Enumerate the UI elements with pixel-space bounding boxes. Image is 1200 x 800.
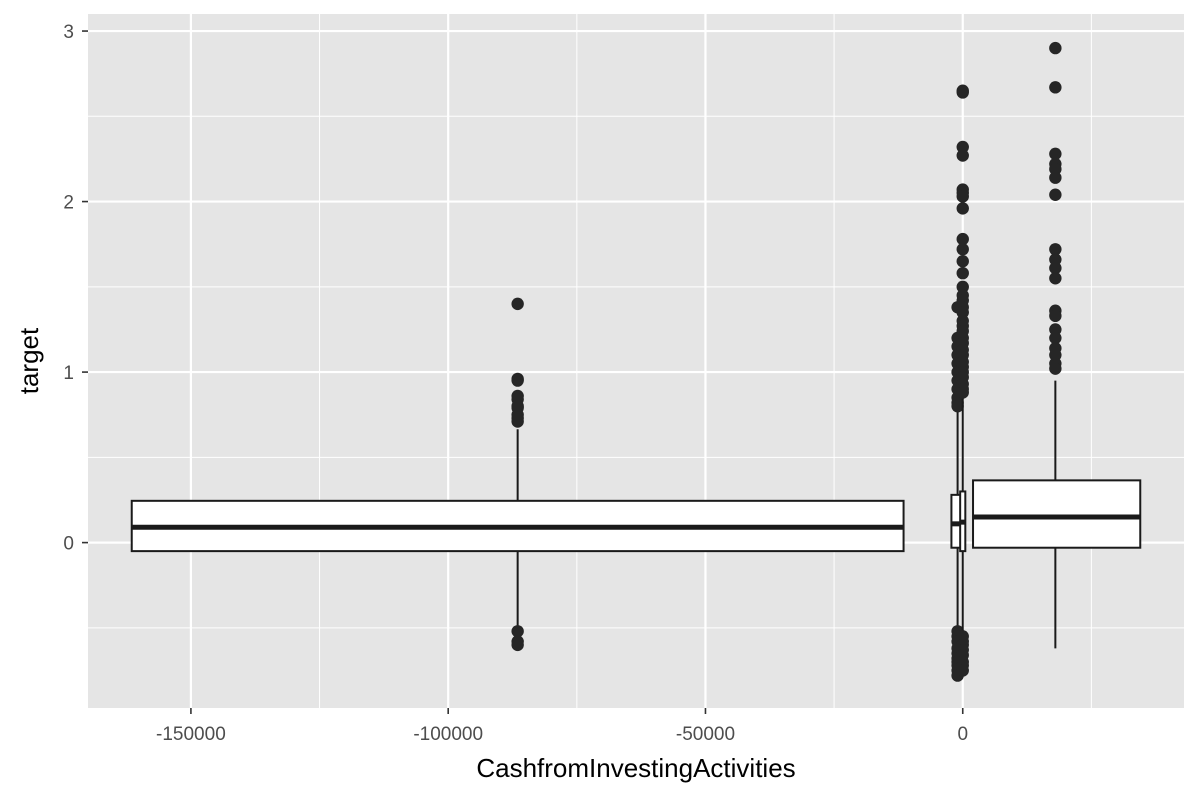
grid-minor <box>88 14 1184 708</box>
axis-ticks <box>82 30 964 714</box>
outlier-point <box>511 638 524 652</box>
outlier-point <box>1049 162 1062 176</box>
box-group <box>956 84 969 677</box>
box-group <box>130 297 905 652</box>
outlier-point <box>956 306 969 319</box>
outlier-point <box>1049 147 1062 161</box>
outlier-point <box>956 232 969 246</box>
outlier-point <box>511 374 524 387</box>
outlier-point <box>1049 41 1062 55</box>
outlier-point <box>956 664 969 677</box>
outlier-point <box>956 266 969 280</box>
outlier-point <box>1049 323 1062 336</box>
outlier-point <box>956 280 969 294</box>
outlier-point <box>1049 362 1062 375</box>
plot-panel <box>88 14 1184 708</box>
outlier-point <box>511 297 524 311</box>
boxes <box>130 41 1142 682</box>
outlier-point <box>1049 253 1062 266</box>
outlier-point <box>1049 309 1062 323</box>
y-tick-label: 0 <box>63 534 74 555</box>
x-tick-label: 0 <box>957 724 968 745</box>
outlier-point <box>956 190 969 203</box>
outlier-point <box>956 243 969 256</box>
y-tick-label: 3 <box>63 22 74 43</box>
outlier-point <box>511 625 524 638</box>
x-tick-label: -50000 <box>676 724 735 745</box>
outlier-point <box>1049 348 1062 362</box>
x-axis-title: CashfromInvestingActivities <box>476 753 795 783</box>
y-tick-label: 2 <box>63 193 74 214</box>
x-tick-label: -150000 <box>156 724 226 745</box>
x-tick-labels: -150000 -100000 -50000 0 <box>156 724 968 745</box>
outlier-point <box>956 86 969 99</box>
outlier-point <box>1049 272 1062 285</box>
outlier-point <box>1049 331 1062 345</box>
outlier-point <box>956 140 969 154</box>
outlier-point <box>951 399 964 413</box>
y-tick-labels: 0 1 2 3 <box>63 22 74 555</box>
outlier-point <box>956 255 969 268</box>
outlier-point <box>1049 188 1062 201</box>
outlier-point <box>511 415 524 428</box>
outlier-point <box>956 386 969 399</box>
box-group <box>972 41 1142 649</box>
outlier-point <box>956 202 969 215</box>
box-iqr <box>972 479 1142 549</box>
y-axis-title: target <box>14 327 44 394</box>
outlier-point <box>1049 243 1062 256</box>
outlier-point <box>1049 171 1062 184</box>
outlier-point <box>1049 81 1062 94</box>
outlier-point <box>1049 261 1062 275</box>
x-tick-label: -100000 <box>413 724 483 745</box>
y-tick-label: 1 <box>63 363 74 384</box>
outlier-point <box>956 149 969 162</box>
